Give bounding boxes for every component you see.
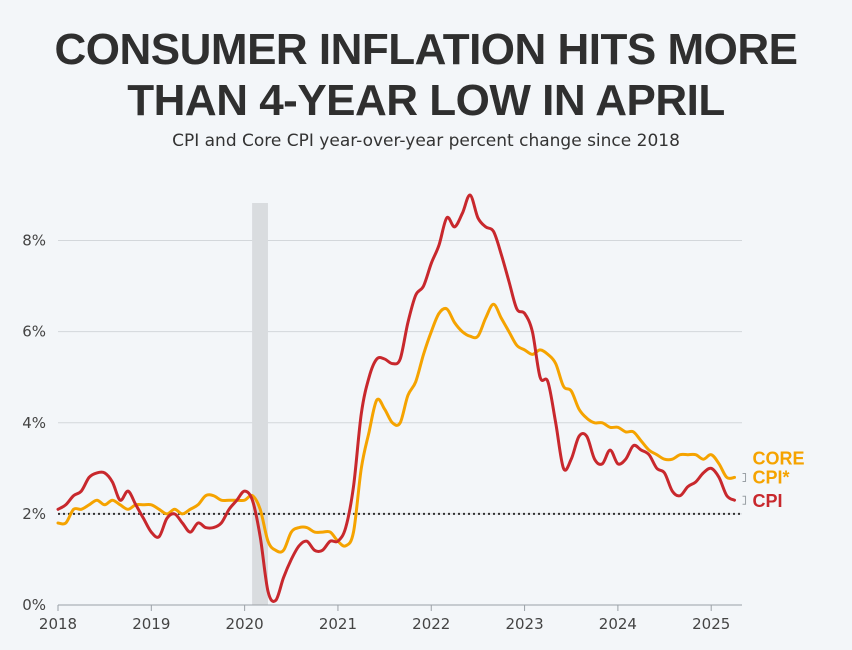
x-tick-label: 2021	[319, 615, 357, 633]
x-tick-label: 2023	[505, 615, 543, 633]
x-tick-label: 2022	[412, 615, 450, 633]
title-line-1: CONSUMER INFLATION HITS MORE	[54, 25, 798, 74]
core-cpi-series-label: CORE	[753, 448, 805, 468]
y-tick-label: 2%	[22, 505, 46, 523]
y-tick-label: 8%	[22, 232, 46, 250]
x-tick-label: 2020	[226, 615, 264, 633]
x-axis: 2018 2019 2020 2021 2022 2023 2024 2025	[39, 604, 742, 633]
y-tick-label: 6%	[22, 323, 46, 341]
cpi-line	[56, 193, 736, 603]
title-line-2: THAN 4-YEAR LOW IN APRIL	[127, 76, 725, 125]
core-label-connector	[742, 472, 747, 482]
x-tick-label: 2019	[132, 615, 170, 633]
x-tick-label: 2025	[692, 615, 730, 633]
core-cpi-line	[56, 302, 736, 554]
y-axis-ticks: 0% 2% 4% 6% 8%	[22, 232, 46, 614]
recession-band	[252, 203, 268, 605]
x-tick-label: 2018	[39, 615, 77, 633]
x-tick-label: 2024	[599, 615, 637, 633]
grid-lines	[58, 240, 742, 515]
chart-title: CONSUMER INFLATION HITS MORE THAN 4-YEAR…	[0, 24, 852, 126]
y-tick-label: 0%	[22, 596, 46, 614]
series-lines	[56, 193, 736, 603]
cpi-series-label: CPI	[753, 491, 783, 511]
cpi-label-connector	[742, 495, 747, 505]
core-cpi-series-label: CPI*	[753, 467, 790, 487]
y-tick-label: 4%	[22, 414, 46, 432]
chart-subtitle: CPI and Core CPI year-over-year percent …	[172, 131, 680, 151]
recession-band-group	[252, 203, 268, 605]
